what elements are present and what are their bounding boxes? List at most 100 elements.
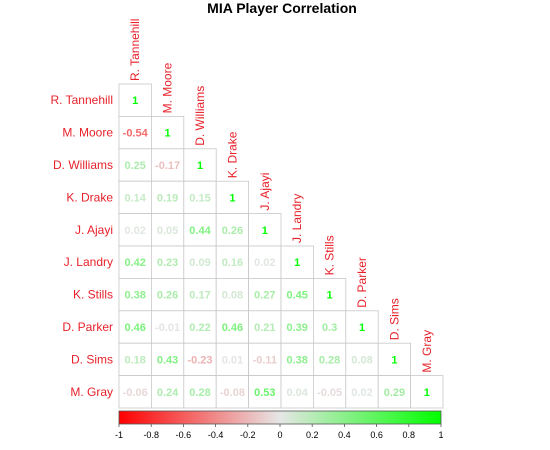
cell-value-label: 1 — [424, 387, 430, 399]
cell-value-label: 0.02 — [254, 257, 275, 269]
column-label: D. Sims — [387, 298, 401, 340]
cell-value-label: 0.01 — [222, 354, 243, 366]
cell-value-label: -0.06 — [123, 387, 148, 399]
cell-value-label: -0.11 — [253, 354, 277, 366]
cell-value-label: 1 — [165, 128, 171, 140]
legend-tick-label: 0.2 — [306, 430, 319, 440]
heatmap-cell — [410, 375, 444, 409]
cell-value-label: 0.05 — [157, 225, 178, 237]
legend-tick-label: 0.8 — [403, 430, 416, 440]
color-legend: -1 -0.8 -0.6 -0.4 -0.2 0 0.2 0.4 0.6 0.8 1 — [115, 410, 444, 440]
cell-value-label: 0.26 — [222, 225, 243, 237]
legend-tick-label: 0.4 — [338, 430, 351, 440]
cell-value-label: -0.23 — [187, 354, 212, 366]
cell-value-label: 0.29 — [384, 387, 405, 399]
legend-tick-label: -0.8 — [143, 430, 159, 440]
cell-value-label: -0.17 — [155, 160, 180, 172]
legend-tick-label: -1 — [115, 430, 123, 440]
heatmap-cell — [150, 375, 185, 409]
legend-gradient-bar — [118, 410, 442, 425]
heatmap-cell — [118, 375, 152, 409]
column-label: D. Parker — [355, 257, 369, 308]
heatmap-cell — [118, 245, 152, 279]
heatmap-cell — [183, 375, 217, 409]
column-label: R. Tannehill — [128, 19, 142, 81]
row-label: D. Williams — [53, 158, 113, 172]
cell-value-label: 1 — [359, 322, 365, 334]
column-label: K. Drake — [225, 131, 239, 178]
cell-value-label: 0.21 — [254, 322, 275, 334]
cell-value-label: 0.18 — [124, 354, 145, 366]
heatmap-cell — [150, 213, 185, 247]
cell-value-label: 0.26 — [157, 290, 178, 302]
column-label: J. Ajayi — [258, 173, 272, 211]
heatmap-cell — [312, 277, 347, 312]
column-label: J. Landry — [290, 194, 304, 243]
cell-value-label: 1 — [391, 354, 397, 366]
cell-value-label: 1 — [229, 192, 235, 204]
row-label: K. Stills — [73, 288, 113, 302]
cell-value-label: 0.23 — [157, 257, 178, 269]
heatmap-cell — [118, 342, 152, 377]
heatmap-cell — [280, 277, 314, 312]
row-label: M. Gray — [70, 385, 113, 399]
heatmap-cell — [183, 148, 217, 182]
cell-value-label: 0.04 — [286, 387, 308, 399]
heatmap-cell — [118, 116, 152, 150]
cell-value-label: -0.54 — [123, 128, 149, 140]
heatmap-cell — [118, 277, 152, 312]
legend-tick-label: -0.6 — [176, 430, 192, 440]
cell-value-label: 0.17 — [189, 290, 210, 302]
cell-value-label: -0.08 — [220, 387, 245, 399]
cell-value-label: 0.14 — [124, 192, 146, 204]
legend-tick-label: 1 — [438, 430, 443, 440]
heatmap-cell — [118, 310, 152, 344]
heatmap-cell — [215, 245, 249, 279]
cell-value-label: 0.24 — [157, 387, 179, 399]
column-label: M. Moore — [161, 62, 175, 113]
heatmap-cell — [345, 310, 379, 344]
cell-value-label: 0.53 — [254, 387, 275, 399]
row-label: D. Parker — [62, 320, 113, 334]
heatmap-cell — [345, 375, 379, 409]
cell-value-label: 1 — [262, 225, 268, 237]
heatmap-cell — [150, 180, 185, 214]
heatmap-cell — [215, 342, 249, 377]
cell-value-label: 1 — [132, 95, 138, 107]
cell-value-label: 0.46 — [124, 322, 145, 334]
heatmap-cells: 1 -0.54 1 0.25 -0.17 1 0.14 0.19 0.15 1 0.02 0.05 0.… — [118, 83, 444, 409]
column-label: K. Stills — [323, 235, 337, 275]
row-label: J. Ajayi — [75, 223, 113, 237]
legend-tick-label: -0.2 — [240, 430, 256, 440]
cell-value-label: 0.28 — [319, 354, 340, 366]
heatmap-cell — [150, 245, 185, 279]
cell-value-label: 1 — [327, 290, 333, 302]
cell-value-label: 0.27 — [254, 290, 275, 302]
row-label: D. Sims — [71, 352, 113, 366]
row-label: J. Landry — [64, 255, 113, 269]
row-labels: R. Tannehill M. Moore D. Williams K. Drake J… — [51, 93, 114, 399]
legend-tick-label: 0.6 — [370, 430, 383, 440]
row-label: M. Moore — [62, 126, 113, 140]
cell-value-label: 0.09 — [189, 257, 210, 269]
heatmap-cell — [215, 180, 249, 214]
row-label: K. Drake — [66, 190, 113, 204]
row-label: R. Tannehill — [51, 93, 113, 107]
heatmap-cell — [248, 375, 282, 409]
cell-value-label: 0.02 — [124, 225, 145, 237]
cell-value-label: 0.38 — [124, 290, 145, 302]
heatmap-cell — [183, 245, 217, 279]
legend-tick-label: 0 — [277, 430, 282, 440]
cell-value-label: 0.45 — [286, 290, 307, 302]
cell-value-label: 0.39 — [286, 322, 307, 334]
cell-value-label: 0.42 — [124, 257, 145, 269]
column-label: M. Gray — [420, 330, 434, 373]
heatmap-cell — [118, 83, 152, 117]
heatmap-cell — [377, 342, 412, 377]
heatmap-cell — [150, 277, 185, 312]
cell-value-label: 0.46 — [222, 322, 243, 334]
cell-value-label: 0.38 — [286, 354, 307, 366]
cell-value-label: 0.25 — [124, 160, 145, 172]
cell-value-label: -0.05 — [317, 387, 342, 399]
